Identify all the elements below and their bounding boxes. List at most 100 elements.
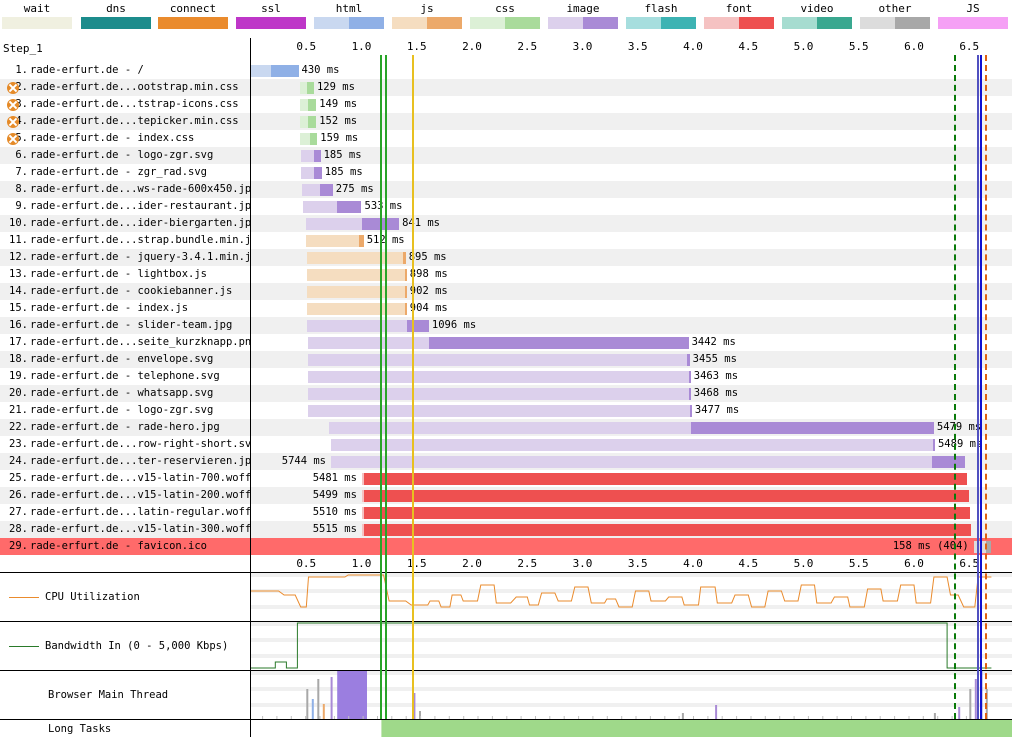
request-row[interactable]: 9. rade-erfurt.de...ider-restaurant.jpg 53… [0,198,1012,215]
main-thread-spike [330,677,333,719]
request-row[interactable]: 13. rade-erfurt.de - lightbox.js 898 ms [0,266,1012,283]
request-row[interactable]: 14. rade-erfurt.de - cookiebanner.js 902 m… [0,283,1012,300]
request-url: rade-erfurt.de...row-right-short.svg [30,438,250,450]
request-row[interactable]: 20. rade-erfurt.de - whatsapp.svg 3468 ms [0,385,1012,402]
waterfall-divider [250,38,251,572]
request-row[interactable]: 23. rade-erfurt.de...row-right-short.svg 5… [0,436,1012,453]
timing-marker [380,55,383,719]
request-url: rade-erfurt.de...ws-rade-600x450.jpg [30,183,250,195]
request-label: 7. rade-erfurt.de - zgr_rad.svg [0,164,250,181]
bar-waiting [308,371,689,383]
bar-download [428,337,689,349]
request-row[interactable]: 4. rade-erfurt.de...tepicker.min.css 152 m… [0,113,1012,130]
request-row[interactable]: 16. rade-erfurt.de - slider-team.jpg 1096 … [0,317,1012,334]
request-url: rade-erfurt.de - index.css [30,132,195,144]
request-row[interactable]: 21. rade-erfurt.de - logo-zgr.svg 3477 ms [0,402,1012,419]
request-duration: 149 ms [319,98,358,110]
request-row[interactable]: 28. rade-erfurt.de...v15-latin-300.woff2 5… [0,521,1012,538]
main-thread-tick [391,716,393,719]
bar-download [689,405,692,417]
request-label: 12. rade-erfurt.de - jquery-3.4.1.min.js [0,249,250,266]
request-url: rade-erfurt.de...v15-latin-300.woff2 [30,523,250,535]
graph-stripe [251,654,1012,658]
request-row[interactable]: 3. rade-erfurt.de...tstrap-icons.css 149 m… [0,96,1012,113]
request-row[interactable]: 8. rade-erfurt.de...ws-rade-600x450.jpg 27… [0,181,1012,198]
request-row[interactable]: 1. rade-erfurt.de - / 430 ms [0,62,1012,79]
main-thread-tick [764,716,766,719]
legend: wait dns connect ssl html js css image flash font… [0,0,1012,34]
request-label: 29. rade-erfurt.de - favicon.ico [0,538,250,555]
bar-download [688,388,691,400]
bandwidth-label: Bandwidth In (0 - 5,000 Kbps) [45,640,229,652]
request-row[interactable]: 17. rade-erfurt.de...seite_kurzknapp.png 3… [0,334,1012,351]
timing-marker [980,55,983,719]
main-thread-tick [520,716,522,719]
main-thread-tick [377,716,378,719]
request-row[interactable]: 25. rade-erfurt.de...v15-latin-700.woff2 5… [0,470,1012,487]
request-url: rade-erfurt.de...ootstrap.min.css [30,81,239,93]
long-tasks-label: Long Tasks [48,723,112,735]
bar-waiting [330,456,932,468]
main-thread-tick [491,716,493,719]
request-label: 15. rade-erfurt.de - index.js [0,300,250,317]
request-url: rade-erfurt.de - logo-zgr.svg [30,404,214,416]
legend-label: dns [106,2,126,15]
request-row[interactable]: 6. rade-erfurt.de - logo-zgr.svg 185 ms [0,147,1012,164]
bar-download [313,150,321,162]
bar-download [688,371,691,383]
request-row[interactable]: 22. rade-erfurt.de - rade-hero.jpg 5479 ms [0,419,1012,436]
request-number: 20. [9,387,28,399]
main-thread-tick [851,716,852,719]
bar-waiting [300,150,314,162]
axis-tick-bottom: 4.0 [683,557,703,570]
request-row[interactable]: 15. rade-erfurt.de - index.js 904 ms [0,300,1012,317]
request-row[interactable]: 18. rade-erfurt.de - envelope.svg 3455 ms [0,351,1012,368]
axis-tick-top: 4.5 [738,40,759,53]
request-number: 13. [9,268,28,280]
main-thread-tick [865,716,867,719]
bar-download [363,490,970,502]
request-row[interactable]: 2. rade-erfurt.de...ootstrap.min.css 129 m… [0,79,1012,96]
axis-tick-bottom: 5.0 [793,557,814,570]
legend-item-dns: dns [80,0,152,34]
render-blocking-icon [7,99,19,111]
request-row[interactable]: 5. rade-erfurt.de - index.css 159 ms [0,130,1012,147]
bar-download [404,303,407,315]
request-row[interactable]: 27. rade-erfurt.de...latin-regular.woff2 5… [0,504,1012,521]
request-row[interactable]: 26. rade-erfurt.de...v15-latin-200.woff2 5… [0,487,1012,504]
request-number: 29. [9,540,28,552]
main-thread-tick [793,716,795,719]
request-row[interactable]: 29. rade-erfurt.de - favicon.ico 158 ms (4… [0,538,1012,555]
request-row[interactable]: 24. rade-erfurt.de...ter-reservieren.jpg 5… [0,453,1012,470]
request-duration: 275 ms [335,183,374,195]
request-label: 21. rade-erfurt.de - logo-zgr.svg [0,402,250,419]
cpu-utilization-panel: CPU Utilization [0,572,1012,621]
main-thread-tick [807,716,809,719]
legend-item-video: video [781,0,853,34]
graph-stripe [251,711,1012,715]
main-thread-tick [937,716,939,719]
legend-item-js: js [391,0,463,34]
bar-waiting [308,388,689,400]
request-label: 2. rade-erfurt.de...ootstrap.min.css [0,79,250,96]
request-duration: 3442 ms [691,336,736,348]
request-row[interactable]: 19. rade-erfurt.de - telephone.svg 3463 ms [0,368,1012,385]
request-row[interactable]: 10. rade-erfurt.de...ider-biergarten.jpg 8… [0,215,1012,232]
legend-swatch [782,17,852,29]
request-row[interactable]: 11. rade-erfurt.de...strap.bundle.min.js 5… [0,232,1012,249]
legend-item-ssl: ssl [235,0,307,34]
legend-item-font: font [703,0,775,34]
request-number: 7. [15,166,28,178]
request-url: rade-erfurt.de - jquery-3.4.1.min.js [30,251,250,263]
request-url: rade-erfurt.de...ider-biergarten.jpg [30,217,250,229]
request-row[interactable]: 12. rade-erfurt.de - jquery-3.4.1.min.js 8… [0,249,1012,266]
bar-download [319,184,333,196]
request-duration: 129 ms [316,81,355,93]
bar-waiting [307,303,405,315]
main-thread-tick [563,716,565,719]
main-thread-tick [664,716,666,719]
main-thread-spike [322,704,325,719]
bar-download [307,82,314,94]
bar-waiting [308,405,690,417]
request-row[interactable]: 7. rade-erfurt.de - zgr_rad.svg 185 ms [0,164,1012,181]
